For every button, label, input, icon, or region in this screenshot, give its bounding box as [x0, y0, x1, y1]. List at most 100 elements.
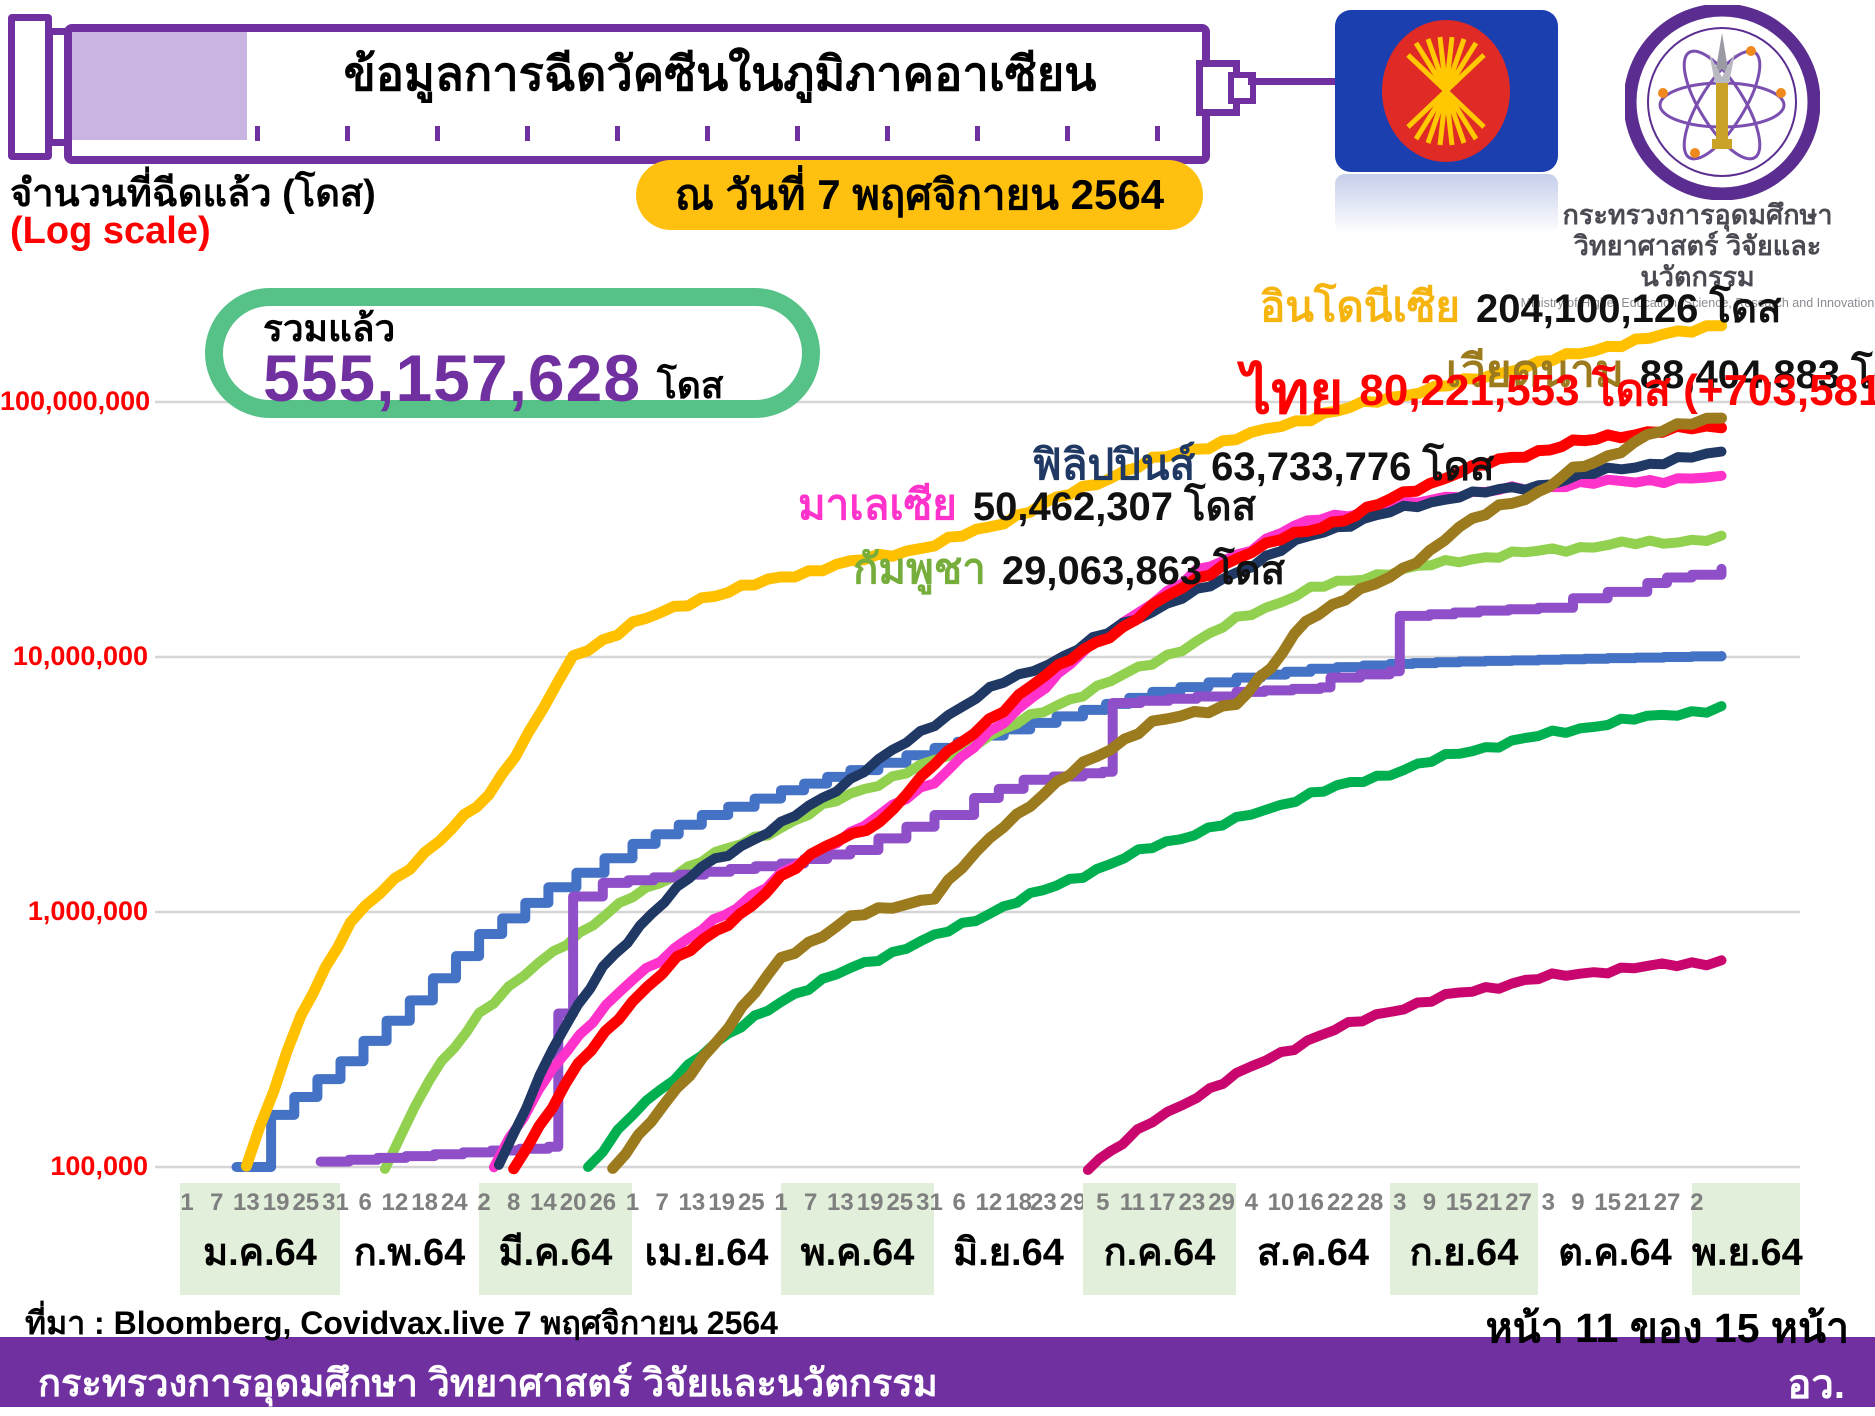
ministry-name-line2: วิทยาศาสตร์ วิจัยและนวัตกรรม [1573, 231, 1822, 292]
day-tick-label: 29 [1059, 1189, 1087, 1216]
day-tick-label: 20 [559, 1189, 587, 1216]
series-line-indonesia [240, 320, 1727, 1172]
syringe-tick [615, 126, 620, 141]
day-tick-label: 31 [916, 1189, 943, 1216]
month-strip-ต.ค.64: ต.ค.64 [1538, 1183, 1692, 1295]
day-tick-label: 27 [1505, 1189, 1532, 1216]
day-tick-label: 1 [180, 1189, 194, 1216]
syringe-tick [525, 126, 530, 141]
y-tick-10m: 10,000,000 [12, 641, 148, 671]
month-label: พ.ย.64 [1692, 1232, 1803, 1274]
day-tick-label: 25 [737, 1189, 765, 1216]
day-tick-label: 29 [1208, 1189, 1235, 1216]
day-tick-label: 15 [1594, 1189, 1621, 1216]
y-tick-1m: 1,000,000 [27, 896, 148, 926]
total-doses-card: รวมแล้ว 555,157,628 โดส [205, 288, 820, 418]
legend-country-value: 204,100,126 โดส [1475, 287, 1782, 331]
ministry-name: กระทรวงการอุดมศึกษา วิทยาศาสตร์ วิจัยและ… [1520, 200, 1875, 311]
syringe-tick [975, 126, 980, 141]
day-tick-label: 7 [655, 1189, 669, 1216]
orbit-electrons-icon [1658, 46, 1786, 158]
month-strip-ก.ย.64: ก.ย.64 [1390, 1183, 1538, 1295]
legend-thailand: ไทย 80,221,553 โดส (+703,581) [1242, 346, 1875, 439]
day-tick-label: 28 [1356, 1189, 1384, 1216]
month-strip-เม.ย.64: เม.ย.64 [632, 1183, 781, 1295]
legend-philippines: ฟิลิปปินส์ 63,733,776 โดส [1032, 432, 1494, 498]
y-axis-title: จำนวนที่ฉีดแล้ว (โดส) [10, 173, 376, 215]
month-strip-มิ.ย.64: มิ.ย.64 [934, 1183, 1083, 1295]
day-tick-label: 13 [678, 1189, 706, 1216]
day-tick-label: 23 [1178, 1189, 1206, 1216]
day-tick-label: 9 [1571, 1189, 1585, 1216]
legend-country-name: มาเลเซีย [798, 481, 957, 528]
legend-country-name: เวียดนาม [1446, 347, 1624, 396]
series-line-brunei [1082, 955, 1727, 1175]
day-tick-label: 2 [477, 1189, 491, 1216]
y-tick-100k: 100,000 [50, 1151, 148, 1181]
day-tick-label: 13 [827, 1189, 854, 1216]
syringe-tick [435, 126, 440, 141]
month-strip-ส.ค.64: ส.ค.64 [1236, 1183, 1390, 1295]
ministry-name-english: Ministry of Higher Education, Science, R… [1520, 296, 1875, 310]
month-strip-พ.ค.64: พ.ค.64 [781, 1183, 934, 1295]
day-tick-label: 24 [440, 1189, 468, 1216]
source-note: ที่มา : Bloomberg, Covidvax.live 7 พฤศจิ… [25, 1305, 778, 1341]
ministry-name-line1: กระทรวงการอุดมศึกษา [1562, 200, 1833, 230]
month-label: เม.ย.64 [644, 1232, 769, 1274]
asean-logo-reflection [1335, 174, 1558, 234]
day-tick-label: 6 [952, 1189, 966, 1216]
day-tick-label: 7 [210, 1189, 224, 1216]
month-label: ม.ค.64 [203, 1232, 317, 1274]
month-strip-มี.ค.64: มี.ค.64 [479, 1183, 632, 1295]
syringe-tick [255, 126, 260, 141]
syringe-tick [1065, 126, 1070, 141]
day-tick-label: 22 [1326, 1189, 1354, 1216]
day-tick-label: 11 [1119, 1189, 1146, 1216]
day-tick-label: 4 [1244, 1189, 1258, 1216]
legend-country-name: อินโดนีเซีย [1260, 283, 1460, 330]
syringe-tick [345, 126, 350, 141]
month-label: ก.ค.64 [1103, 1232, 1216, 1274]
page-number: หน้า 11 ของ 15 หน้า [1485, 1305, 1849, 1351]
day-tick-label: 14 [530, 1189, 557, 1216]
day-tick-label: 6 [358, 1189, 372, 1216]
syringe-tick [795, 126, 800, 141]
day-tick-label: 12 [975, 1189, 1003, 1216]
day-tick-label: 25 [886, 1189, 914, 1216]
day-tick-label: 17 [1148, 1189, 1176, 1216]
day-tick-label: 21 [1623, 1189, 1651, 1216]
day-tick-label: 31 [322, 1189, 349, 1216]
series-line-thailand [508, 420, 1727, 1175]
y-axis-log-note: (Log scale) [10, 210, 211, 252]
day-tick-label: 3 [1541, 1189, 1555, 1216]
day-tick-label: 25 [292, 1189, 320, 1216]
series-line-cambodia [380, 530, 1727, 1174]
day-tick-label: 21 [1475, 1189, 1503, 1216]
day-tick-label: 23 [1029, 1189, 1057, 1216]
month-label: มี.ค.64 [498, 1232, 613, 1274]
month-label: พ.ค.64 [800, 1232, 915, 1274]
day-tick-label: 26 [589, 1189, 617, 1216]
day-tick-label: 1 [625, 1189, 640, 1216]
torch-icon [1709, 33, 1735, 149]
syringe-needle-icon [1248, 78, 1336, 85]
series-line-vietnam [607, 412, 1727, 1174]
legend-country-value: 80,221,553 โดส (+703,581) [1359, 366, 1875, 415]
day-tick-label: 27 [1653, 1189, 1681, 1216]
day-tick-label: 10 [1267, 1189, 1295, 1216]
syringe-fill-icon [72, 32, 247, 140]
month-label: ก.ย.64 [1409, 1232, 1519, 1274]
legend-country-value: 29,063,863 โดส [1001, 549, 1286, 593]
footer-ministry-name: กระทรวงการอุดมศึกษา วิทยาศาสตร์ วิจัยและ… [38, 1363, 938, 1405]
month-strip-ม.ค.64: ม.ค.64 [180, 1183, 340, 1295]
legend-country-name: กัมพูชา [853, 545, 986, 592]
legend-indonesia: อินโดนีเซีย 204,100,126 โดส [1260, 274, 1781, 340]
month-label: ส.ค.64 [1257, 1232, 1369, 1274]
legend-vietnam: เวียดนาม 88,404,883 โดส [1446, 336, 1875, 406]
legend-country-name: ฟิลิปปินส์ [1032, 441, 1196, 488]
month-strip-ก.ค.64: ก.ค.64 [1083, 1183, 1236, 1295]
month-strip-ก.พ.64: ก.พ.64 [340, 1183, 479, 1295]
asean-logo [1335, 10, 1558, 172]
day-tick-label: 12 [381, 1189, 409, 1216]
